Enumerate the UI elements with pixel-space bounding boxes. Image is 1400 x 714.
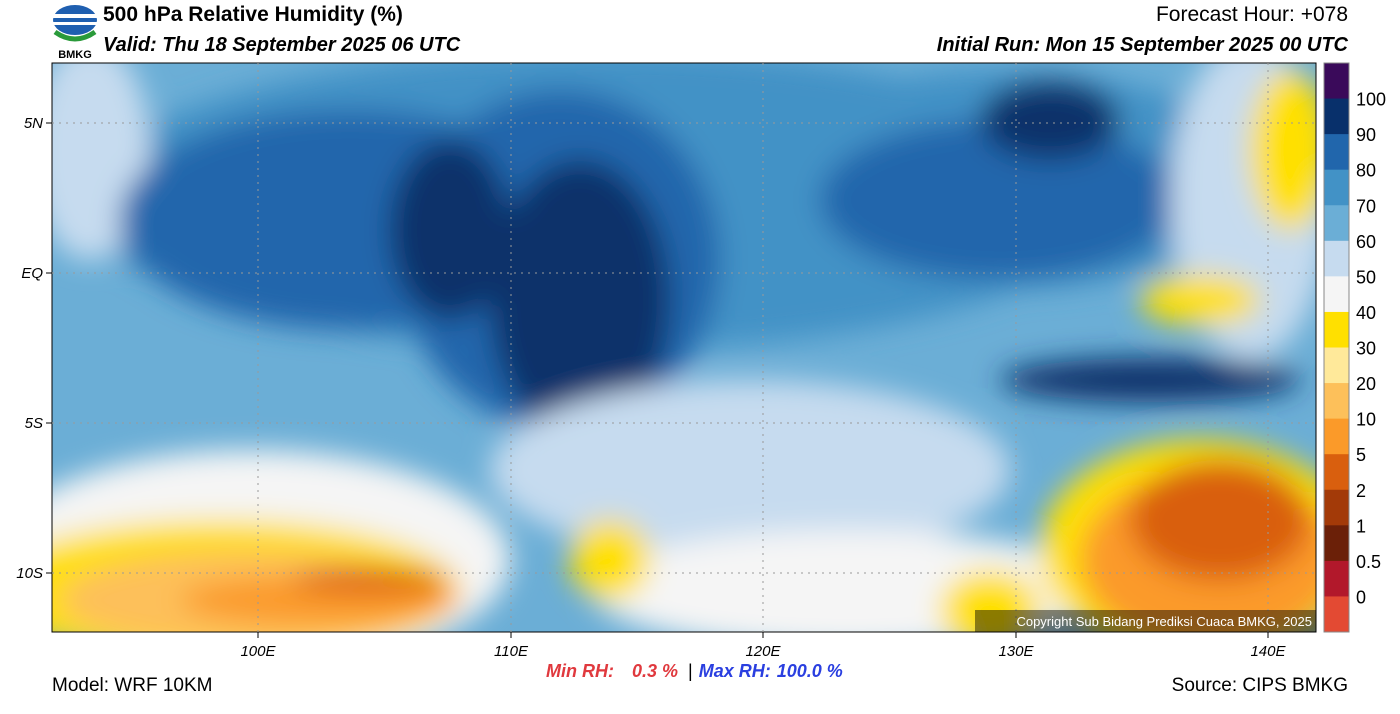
colorbar-swatch: [1324, 240, 1349, 277]
logo: BMKG: [53, 5, 97, 61]
separator: |: [688, 661, 693, 681]
lon-label: 100E: [240, 643, 276, 660]
source: Source: CIPS BMKG: [1172, 675, 1348, 696]
colorbar-swatch: [1324, 454, 1349, 491]
colorbar-label: 10: [1356, 410, 1376, 430]
colorbar-label: 70: [1356, 196, 1376, 216]
colorbar-swatch: [1324, 560, 1349, 597]
valid-time: Valid: Thu 18 September 2025 06 UTC: [103, 34, 461, 56]
graticule: 5N EQ 5S 10S 100E 110E 120E 130E 140E: [16, 63, 1316, 660]
colorbar-label: 60: [1356, 232, 1376, 252]
colorbar-label: 1: [1356, 516, 1366, 536]
colorbar-label: 80: [1356, 161, 1376, 181]
max-label: Max RH:: [699, 661, 771, 681]
colorbar-swatch: [1324, 276, 1349, 313]
lon-label: 140E: [1250, 643, 1286, 660]
copyright-box: [975, 610, 1316, 632]
colorbar-label: 0.5: [1356, 552, 1381, 572]
colorbar-label: 20: [1356, 374, 1376, 394]
min-max: Min RH: 0.3 % | Max RH: 100.0 %: [546, 661, 843, 681]
colorbar-swatch: [1324, 418, 1349, 455]
model: Model: WRF 10KM: [52, 675, 212, 696]
colorbar-swatch: [1324, 205, 1349, 242]
lat-label: EQ: [21, 265, 43, 282]
lon-label: 120E: [745, 643, 781, 660]
colorbar-label: 50: [1356, 267, 1376, 287]
colorbar-label: 100: [1356, 90, 1386, 110]
colorbar-label: 40: [1356, 303, 1376, 323]
forecast-hour: Forecast Hour: +078: [1156, 3, 1348, 26]
colorbar-label: 0: [1356, 587, 1366, 607]
colorbar-swatch: [1324, 596, 1349, 633]
colorbar-frame: [1323, 62, 1350, 633]
colorbar-swatch: [1324, 347, 1349, 384]
colorbar-swatch: [1324, 98, 1349, 135]
lon-label: 130E: [998, 643, 1034, 660]
colorbar-swatch: [1324, 383, 1349, 420]
title: 500 hPa Relative Humidity (%): [103, 3, 403, 26]
colorbar-label: 2: [1356, 481, 1366, 501]
lat-label: 10S: [16, 565, 43, 582]
map-frame: [51, 62, 1317, 633]
max-value: 100.0 %: [777, 661, 843, 681]
colorbar-swatch: [1324, 311, 1349, 348]
colorbar-swatch: [1324, 63, 1349, 100]
lat-label: 5S: [25, 415, 43, 432]
min-value: 0.3 %: [632, 661, 678, 681]
logo-text: BMKG: [58, 49, 92, 61]
colorbar-swatch: [1324, 169, 1349, 206]
colorbar-label: 30: [1356, 339, 1376, 359]
colorbar-label: 5: [1356, 445, 1366, 465]
lon-label: 110E: [494, 643, 529, 660]
humidity-field: [52, 63, 1316, 632]
min-label: Min RH:: [546, 661, 614, 681]
colorbar-label: 90: [1356, 125, 1376, 145]
colorbar-swatch: [1324, 489, 1349, 526]
colorbar-swatch: [1324, 525, 1349, 562]
colorbar: 100 90 80 70 60 50 40 30 20 10 5 2 1 0.5 0: [1323, 62, 1386, 633]
colorbar-swatch: [1324, 134, 1349, 171]
initial-run: Initial Run: Mon 15 September 2025 00 UT…: [937, 34, 1349, 56]
lat-label: 5N: [24, 115, 43, 132]
copyright: Copyright Sub Bidang Prediksi Cuaca BMKG…: [1016, 614, 1312, 629]
